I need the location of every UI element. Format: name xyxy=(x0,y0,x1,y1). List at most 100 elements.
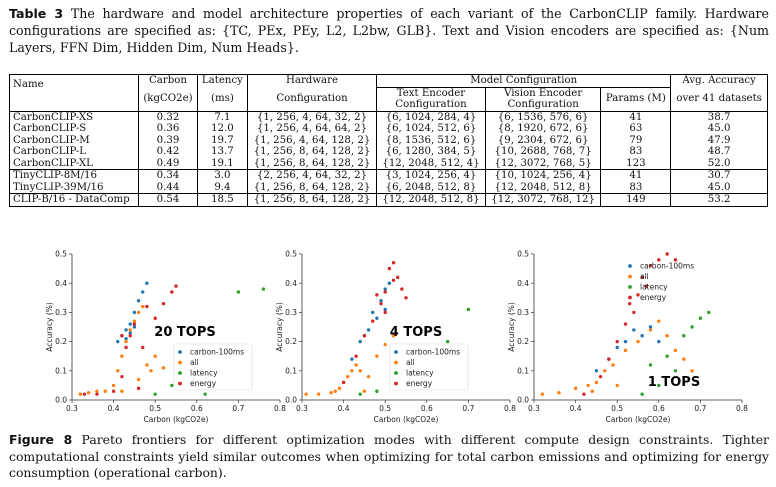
point-energy xyxy=(391,278,396,282)
table-cell-carbon: 0.44 xyxy=(138,181,198,194)
point-all xyxy=(594,380,599,385)
point-all xyxy=(161,366,166,370)
point-carbon-100ms xyxy=(350,357,354,361)
point-latency xyxy=(358,392,362,396)
y-tick-label: 0.1 xyxy=(517,366,529,375)
table-cell-vision: {9, 2304, 672, 6} xyxy=(484,134,601,146)
y-axis-label: Accuracy (%) xyxy=(507,302,516,352)
point-all xyxy=(153,354,157,358)
point-carbon-100ms xyxy=(128,331,132,335)
figure-label: Figure 8 xyxy=(9,432,73,447)
table-cell-text: {12, 2048, 512, 8} xyxy=(376,193,486,207)
legend-marker-energy xyxy=(628,295,632,300)
table-cell-acc: 53.2 xyxy=(670,193,768,207)
y-tick-label: 0.0 xyxy=(517,396,529,405)
point-energy xyxy=(673,258,678,262)
table-cell-vision: {10, 2688, 768, 7} xyxy=(484,146,601,158)
table-cell-carbon: 0.54 xyxy=(138,193,198,207)
table-row: CLIP-B/16 - DataComp 0.54 18.5 {1, 256, 8, … xyxy=(8,193,768,207)
point-all xyxy=(690,369,694,373)
table-cell-params: 83 xyxy=(600,146,671,158)
point-energy xyxy=(120,334,124,338)
hardware-table: Name Carbon Latency Hardware Model Confi… xyxy=(8,74,768,207)
point-carbon-100ms xyxy=(141,290,145,294)
table-cell-hw: {1, 256, 4, 64, 128, 2} xyxy=(246,134,377,146)
table-cell-hw: {1, 256, 8, 64, 128, 2} xyxy=(246,181,377,194)
figure-caption-text: Pareto frontiers for different optimizat… xyxy=(9,432,769,480)
point-carbon-100ms xyxy=(371,310,375,315)
point-energy xyxy=(404,296,408,300)
point-all xyxy=(682,357,686,361)
point-carbon-100ms xyxy=(623,339,628,344)
point-all xyxy=(86,391,91,395)
point-energy xyxy=(136,386,141,391)
legend-label-latency: latency xyxy=(190,369,218,378)
point-all xyxy=(304,392,308,396)
y-axis-label: Accuracy (%) xyxy=(275,302,284,352)
point-all xyxy=(623,348,628,353)
point-all xyxy=(116,369,120,373)
point-all xyxy=(149,369,153,373)
table-cell-name: CarbonCLIP-L xyxy=(8,146,139,158)
legend-marker-latency xyxy=(178,371,182,375)
table-cell-acc: 52.0 xyxy=(670,157,768,170)
table-cell-vision: {12, 3072, 768, 12} xyxy=(484,193,601,207)
point-carbon-100ms xyxy=(132,325,137,329)
point-all xyxy=(540,392,545,396)
table-cell-carbon: 0.49 xyxy=(138,157,198,170)
legend-label-all: all xyxy=(190,358,199,367)
col-vision-enc-header: Vision Encoder Configuration xyxy=(484,87,601,111)
table-cell-name: CarbonCLIP-XS xyxy=(8,110,139,123)
point-energy xyxy=(387,266,392,271)
x-tick-label: 0.5 xyxy=(379,404,391,413)
point-energy xyxy=(120,374,124,379)
point-energy xyxy=(141,345,145,350)
x-tick-label: 0.6 xyxy=(421,404,433,413)
table-cell-vision: {10, 1024, 256, 4} xyxy=(484,169,601,182)
point-latency xyxy=(657,383,661,388)
point-energy xyxy=(615,339,619,344)
point-latency xyxy=(153,392,157,396)
point-carbon-100ms xyxy=(132,310,137,315)
legend-box xyxy=(173,343,253,391)
table-cell-acc: 45.0 xyxy=(670,181,768,194)
point-energy xyxy=(644,284,649,288)
point-all xyxy=(337,386,342,391)
point-all xyxy=(366,374,371,379)
point-latency xyxy=(261,287,266,291)
point-energy xyxy=(648,263,653,268)
table-label: Table 3 xyxy=(9,6,64,21)
col-carbon-unit: (kgCO2e) xyxy=(138,87,198,111)
point-energy xyxy=(95,392,99,396)
table-cell-text: {6, 1024, 512, 6} xyxy=(376,123,486,135)
table-cell-acc: 38.7 xyxy=(670,110,768,123)
table-cell-text: {6, 1280, 384, 5} xyxy=(376,146,486,158)
legend-marker-energy xyxy=(178,381,182,386)
point-energy xyxy=(383,310,387,315)
point-all xyxy=(603,369,607,373)
point-all xyxy=(657,319,661,323)
col-params-header: Params (M) xyxy=(600,87,671,111)
point-all xyxy=(103,389,107,393)
point-energy xyxy=(665,252,669,256)
point-all xyxy=(586,383,590,388)
y-tick-label: 0.0 xyxy=(285,396,297,405)
point-all xyxy=(111,383,116,388)
x-tick-label: 0.7 xyxy=(232,404,244,413)
compute-constraint-label: 4 TOPS xyxy=(390,325,442,340)
col-latency-unit: (ms) xyxy=(196,87,248,111)
point-all xyxy=(145,363,149,367)
point-all xyxy=(136,377,141,382)
y-tick-label: 0.4 xyxy=(55,279,67,288)
table-cell-acc: 48.7 xyxy=(670,146,768,158)
legend-marker-energy xyxy=(394,381,398,386)
point-all xyxy=(95,389,99,393)
point-all xyxy=(573,386,578,391)
point-energy xyxy=(582,392,586,396)
point-carbon-100ms xyxy=(640,334,644,338)
point-energy xyxy=(607,357,611,361)
legend-marker-all xyxy=(178,360,182,365)
x-tick-label: 0.7 xyxy=(694,404,706,413)
table-group-clip: CLIP-B/16 - DataComp 0.54 18.5 {1, 256, 8, … xyxy=(8,193,768,207)
